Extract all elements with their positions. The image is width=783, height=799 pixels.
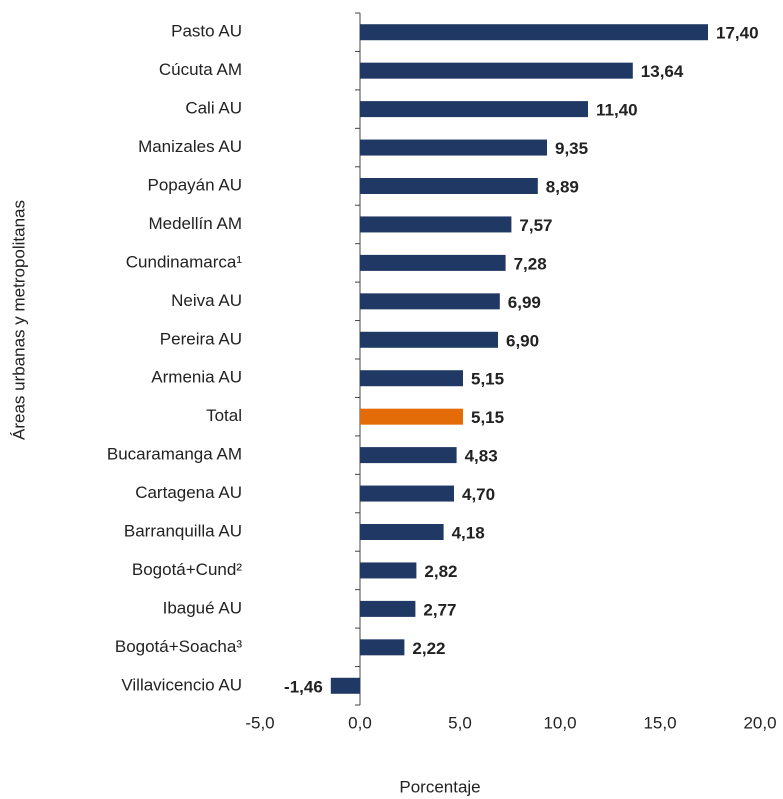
bar	[360, 370, 463, 387]
bar	[360, 331, 498, 348]
y-tick-label: Cúcuta AM	[159, 60, 242, 79]
bar	[360, 24, 708, 41]
bar	[360, 600, 416, 617]
x-tick-label: 5,0	[448, 713, 472, 732]
bar	[360, 639, 405, 656]
value-label: 4,83	[465, 447, 498, 466]
value-label: 2,22	[412, 639, 445, 658]
bar	[360, 101, 588, 118]
value-label: 17,40	[716, 24, 759, 43]
y-tick-label: Villavicencio AU	[121, 675, 242, 694]
bar	[360, 524, 444, 540]
bar	[360, 447, 457, 464]
bar	[360, 485, 454, 502]
value-label: 7,28	[514, 254, 547, 273]
value-label: 5,15	[471, 370, 504, 389]
value-label: 4,70	[462, 485, 495, 504]
x-tick-label: 10,0	[543, 713, 576, 732]
y-tick-label: Bogotá+Cund²	[132, 560, 242, 579]
y-tick-label: Bucaramanga AM	[107, 445, 242, 464]
value-label: 2,82	[424, 562, 457, 581]
value-label: 11,40	[596, 101, 638, 120]
bar	[360, 216, 512, 233]
y-tick-label: Barranquilla AU	[124, 521, 242, 540]
bar	[360, 293, 500, 310]
y-tick-label: Cali AU	[185, 99, 242, 118]
x-tick-label: 0,0	[348, 713, 372, 732]
value-label: 8,89	[546, 177, 579, 196]
value-label: 6,99	[508, 293, 541, 312]
bar	[360, 62, 633, 79]
y-tick-label: Neiva AU	[171, 291, 242, 310]
y-axis-title: Áreas urbanas y metropolitanas	[9, 200, 28, 440]
y-tick-label: Pereira AU	[160, 329, 242, 348]
y-tick-label: Cartagena AU	[135, 483, 242, 502]
y-tick-label: Bogotá+Soacha³	[115, 637, 242, 656]
value-label: 13,64	[641, 62, 684, 81]
x-tick-label: -5,0	[245, 713, 274, 732]
y-tick-label: Ibagué AU	[163, 598, 242, 617]
x-tick-label: 15,0	[643, 713, 676, 732]
value-label: 7,57	[519, 216, 552, 235]
y-tick-label: Total	[206, 406, 242, 425]
y-tick-label: Armenia AU	[151, 368, 242, 387]
bar	[360, 408, 463, 425]
value-label: 4,18	[452, 523, 485, 542]
y-tick-label: Pasto AU	[171, 22, 242, 41]
y-tick-label: Cundinamarca¹	[126, 252, 243, 271]
bar	[330, 677, 360, 694]
bar	[360, 562, 417, 579]
bar	[360, 178, 538, 194]
x-tick-label: 20,0	[743, 713, 776, 732]
y-tick-label: Medellín AM	[148, 214, 242, 233]
y-tick-label: Manizales AU	[138, 137, 242, 156]
value-label: -1,46	[284, 677, 323, 696]
value-label: 5,15	[471, 408, 504, 427]
value-label: 2,77	[423, 600, 456, 619]
value-label: 6,90	[506, 331, 539, 350]
value-label: 9,35	[555, 139, 588, 158]
bar	[360, 254, 506, 271]
x-axis-title: Porcentaje	[399, 777, 480, 796]
y-tick-label: Popayán AU	[147, 175, 242, 194]
bar	[360, 139, 547, 156]
